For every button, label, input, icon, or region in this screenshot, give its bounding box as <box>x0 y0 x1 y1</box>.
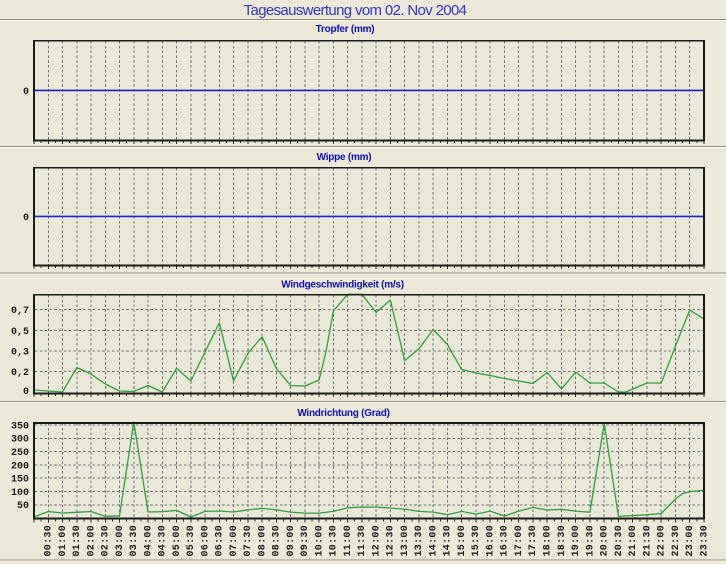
svg-text:0,2: 0,2 <box>11 368 29 379</box>
svg-text:Tagesauswertung vom 02. Nov 20: Tagesauswertung vom 02. Nov 2004 <box>244 2 467 19</box>
svg-text:300: 300 <box>11 435 29 446</box>
svg-text:06:30: 06:30 <box>215 525 226 557</box>
svg-text:21:30: 21:30 <box>642 525 653 557</box>
svg-text:07:30: 07:30 <box>243 525 254 557</box>
svg-text:350: 350 <box>11 421 29 432</box>
svg-text:200: 200 <box>11 461 29 472</box>
svg-text:03:00: 03:00 <box>115 525 126 557</box>
svg-text:Windrichtung (Grad): Windrichtung (Grad) <box>297 408 389 419</box>
svg-text:0: 0 <box>23 213 29 224</box>
svg-text:18:30: 18:30 <box>557 525 568 557</box>
svg-text:13:30: 13:30 <box>414 525 425 557</box>
svg-text:04:30: 04:30 <box>158 525 169 557</box>
svg-text:Windgeschwindigkeit (m/s): Windgeschwindigkeit (m/s) <box>281 280 404 291</box>
svg-text:09:00: 09:00 <box>286 525 297 557</box>
svg-text:06:00: 06:00 <box>200 525 211 557</box>
svg-text:22:00: 22:00 <box>657 525 668 557</box>
svg-text:16:00: 16:00 <box>485 525 496 557</box>
svg-text:14:30: 14:30 <box>443 525 454 557</box>
svg-text:250: 250 <box>11 448 29 459</box>
svg-text:07:00: 07:00 <box>229 525 240 557</box>
svg-text:17:30: 17:30 <box>528 525 539 557</box>
svg-text:01:30: 01:30 <box>72 525 83 557</box>
svg-text:Wippe (mm): Wippe (mm) <box>317 152 372 163</box>
svg-text:04:00: 04:00 <box>143 525 154 557</box>
svg-text:17:00: 17:00 <box>514 525 525 557</box>
svg-text:0: 0 <box>23 387 29 398</box>
svg-text:16:30: 16:30 <box>500 525 511 557</box>
svg-text:13:00: 13:00 <box>400 525 411 557</box>
svg-text:11:00: 11:00 <box>343 525 354 557</box>
svg-text:09:30: 09:30 <box>300 525 311 557</box>
svg-text:03:30: 03:30 <box>129 525 140 557</box>
svg-text:0,5: 0,5 <box>11 327 29 338</box>
svg-text:19:00: 19:00 <box>571 525 582 557</box>
svg-text:12:00: 12:00 <box>371 525 382 557</box>
svg-text:00:30: 00:30 <box>44 525 55 557</box>
svg-text:50: 50 <box>17 501 29 512</box>
svg-text:22:30: 22:30 <box>671 525 682 557</box>
svg-text:05:30: 05:30 <box>186 525 197 557</box>
svg-text:0,7: 0,7 <box>11 306 29 317</box>
svg-text:08:00: 08:00 <box>257 525 268 557</box>
svg-text:12:30: 12:30 <box>386 525 397 557</box>
svg-text:05:00: 05:00 <box>172 525 183 557</box>
svg-text:20:30: 20:30 <box>614 525 625 557</box>
svg-text:11:30: 11:30 <box>357 525 368 557</box>
svg-text:18:00: 18:00 <box>542 525 553 557</box>
svg-text:23:30: 23:30 <box>699 525 710 557</box>
svg-text:08:30: 08:30 <box>272 525 283 557</box>
svg-text:100: 100 <box>11 488 29 499</box>
svg-text:0: 0 <box>23 87 29 98</box>
svg-text:10:00: 10:00 <box>314 525 325 557</box>
svg-text:10:30: 10:30 <box>329 525 340 557</box>
svg-text:23:00: 23:00 <box>685 525 696 557</box>
svg-text:20:00: 20:00 <box>600 525 611 557</box>
svg-text:15:30: 15:30 <box>471 525 482 557</box>
svg-text:Tropfer (mm): Tropfer (mm) <box>316 24 375 35</box>
svg-text:14:00: 14:00 <box>428 525 439 557</box>
svg-text:15:00: 15:00 <box>457 525 468 557</box>
svg-text:21:00: 21:00 <box>628 525 639 557</box>
svg-text:19:30: 19:30 <box>585 525 596 557</box>
svg-text:02:30: 02:30 <box>101 525 112 557</box>
svg-text:02:00: 02:00 <box>86 525 97 557</box>
svg-text:0,3: 0,3 <box>11 348 29 359</box>
svg-text:150: 150 <box>11 475 29 486</box>
svg-text:01:00: 01:00 <box>58 525 69 557</box>
